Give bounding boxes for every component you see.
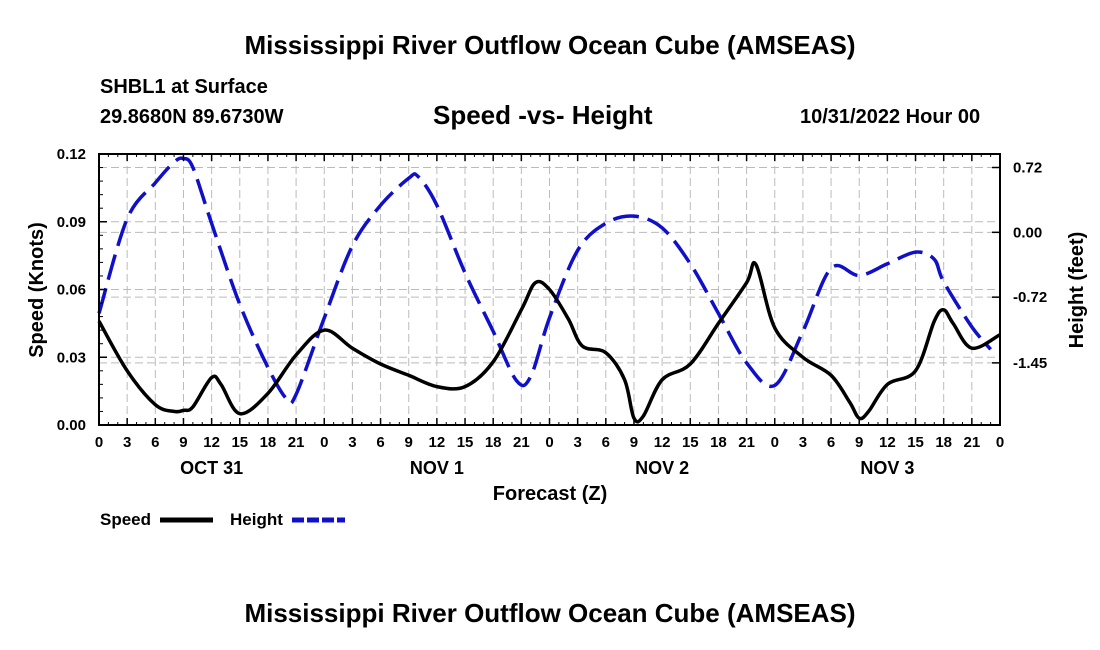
y-right-tick-label: 0.72 [1013,160,1042,177]
x-tick-label: 21 [513,434,530,451]
x-tick-label: 6 [602,434,610,451]
x-tick-label: 12 [879,434,896,451]
x-tick-label: 15 [231,434,248,451]
forecast-datetime: 10/31/2022 Hour 00 [800,106,981,128]
legend: Speed Height [100,510,345,529]
footer-title: Mississippi River Outflow Ocean Cube (AM… [244,598,856,628]
day-label: NOV 1 [410,458,464,478]
x-tick-label: 15 [682,434,699,451]
x-tick-label: 3 [123,434,131,451]
x-tick-label: 3 [573,434,581,451]
y-right-tick-label: -1.45 [1013,355,1047,372]
x-tick-label: 18 [935,434,952,451]
x-tick-label: 3 [348,434,356,451]
height-series-line [97,156,992,406]
y-left-tick-label: 0.09 [57,214,86,231]
x-axis-label: Forecast (Z) [493,483,607,505]
legend-label-height: Height [230,510,283,529]
x-tick-label: 21 [738,434,755,451]
x-tick-label: 15 [907,434,924,451]
x-tick-label: 12 [203,434,220,451]
chart-title: Mississippi River Outflow Ocean Cube (AM… [244,30,856,60]
y-right-axis-label: Height (feet) [1066,232,1088,349]
series-group [97,156,1001,424]
x-tick-label: 9 [405,434,413,451]
x-tick-label: 18 [485,434,502,451]
x-tick-label: 12 [654,434,671,451]
day-label: NOV 3 [860,458,914,478]
x-tick-label: 6 [376,434,384,451]
station-coordinates: 29.8680N 89.6730W [100,106,284,128]
x-tick-label: 12 [429,434,446,451]
x-tick-label: 6 [151,434,159,451]
x-tick-label: 18 [710,434,727,451]
y-left-tick-label: 0.00 [57,417,86,434]
y-left-tick-label: 0.12 [57,146,86,163]
x-tick-label: 21 [964,434,981,451]
x-tick-label: 0 [771,434,779,451]
x-tick-label: 0 [996,434,1004,451]
x-tick-label: 18 [260,434,277,451]
station-label: SHBL1 at Surface [100,76,268,98]
x-tick-label: 0 [320,434,328,451]
axes: 0 3 6 9 12 15 18 21 0 3 6 9 12 15 18 21 0 3 6 9 12 15 18 21 0 3 6 9… [26,146,1088,505]
y-right-tick-label: 0.00 [1013,224,1042,241]
x-tick-label: 0 [95,434,103,451]
speed-series-line [97,261,1001,424]
y-right-tick-label: -0.72 [1013,289,1047,306]
x-tick-label: 9 [855,434,863,451]
day-label: OCT 31 [180,458,243,478]
y-left-tick-label: 0.03 [57,349,86,366]
x-tick-label: 6 [827,434,835,451]
day-label: NOV 2 [635,458,689,478]
x-tick-label: 9 [630,434,638,451]
x-tick-label: 0 [545,434,553,451]
y-left-tick-label: 0.06 [57,282,86,299]
x-tick-label: 15 [457,434,474,451]
x-tick-label: 9 [179,434,187,451]
legend-label-speed: Speed [100,510,151,529]
x-tick-label: 3 [799,434,807,451]
chart-subtitle: Speed -vs- Height [433,100,653,130]
y-left-axis-label: Speed (Knots) [26,222,48,358]
x-tick-label: 21 [288,434,305,451]
